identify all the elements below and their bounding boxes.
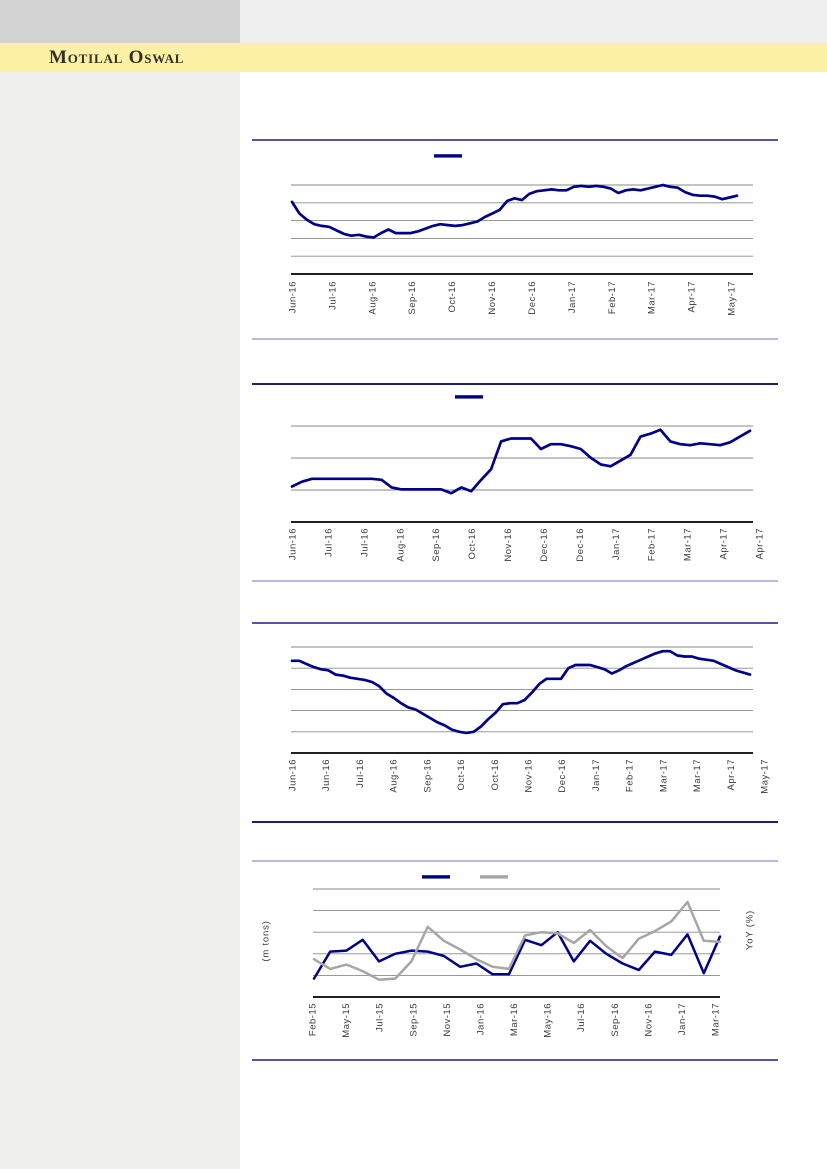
x-tick-label: Jul-16 [327, 281, 338, 310]
x-tick-label: Feb-17 [607, 281, 618, 314]
x-tick-label: May-15 [341, 1003, 352, 1038]
x-tick-label: Jan-17 [567, 281, 578, 313]
x-tick-label: Apr-17 [726, 759, 737, 791]
x-tick-label: Jul-15 [375, 1003, 386, 1032]
x-tick-label: Sep-16 [407, 281, 418, 315]
x-tick-label: Oct-16 [467, 528, 478, 560]
chart-2: Jun-16 Jul-16 Jul-16 Aug-16 Sep-16 Oct-16 Nov-… [288, 395, 766, 562]
x-tick-label: Nov-16 [643, 1003, 654, 1037]
chart-4: Feb-15 May-15 Jul-15 Sep-15 Nov-15 Jan-16 Mar-… [261, 875, 756, 1038]
x-tick-label: Jun-16 [288, 759, 299, 791]
x-tick-label: Dec-16 [527, 281, 538, 315]
x-tick-label: Mar-17 [711, 1003, 722, 1036]
x-tick-label: Jul-16 [355, 759, 366, 788]
legend-line-mark [455, 395, 483, 399]
x-tick-label: Jul-16 [359, 528, 370, 557]
x-tick-label: Dec-16 [575, 528, 586, 562]
series-line-series-2 [312, 900, 722, 981]
x-tick-label: Mar-17 [647, 281, 658, 314]
x-tick-label: May-17 [760, 759, 771, 794]
top-header-strip [240, 0, 827, 43]
y-axis-title-left: (m tons) [261, 920, 272, 961]
x-tick-label: Jun-16 [288, 281, 299, 313]
x-tick-label: Jan-16 [475, 1003, 486, 1035]
x-tick-label: Apr-17 [687, 281, 698, 313]
series-line-series-1 [290, 649, 752, 735]
brand-wordmark: Motilal Oswal [49, 47, 185, 68]
legend-line-mark [434, 154, 462, 158]
x-tick-label: Dec-16 [539, 528, 550, 562]
x-tick-label: Feb-17 [625, 759, 636, 792]
x-tick-label: Sep-15 [408, 1003, 419, 1037]
x-tick-label: Sep-16 [422, 759, 433, 793]
x-tick-label: Sep-16 [431, 528, 442, 562]
x-tick-label: Jan-17 [611, 528, 622, 560]
x-tick-label: Mar-16 [509, 1003, 520, 1036]
x-tick-label: Nov-16 [487, 281, 498, 315]
x-tick-label: Dec-16 [557, 759, 568, 793]
x-tick-label: Mar-17 [683, 528, 694, 561]
x-tick-label: Apr-17 [719, 528, 730, 560]
x-tick-label: Feb-15 [308, 1003, 319, 1036]
x-tick-label: Jun-16 [321, 759, 332, 791]
x-tick-label: Aug-16 [395, 528, 406, 562]
series-line-series-1 [290, 183, 739, 239]
x-tick-label: Apr-17 [755, 528, 766, 560]
x-tick-label: Oct-16 [490, 759, 501, 791]
legend-line-mark [422, 875, 450, 879]
x-tick-label: Aug-16 [367, 281, 378, 315]
left-sidebar [0, 0, 240, 1169]
x-tick-label: Sep-16 [610, 1003, 621, 1037]
x-tick-label: Nov-16 [524, 759, 535, 793]
legend-line-mark [480, 875, 508, 879]
x-tick-label: Oct-16 [447, 281, 458, 313]
x-tick-label: Aug-16 [389, 759, 400, 793]
brand-band: Motilal Oswal [0, 43, 827, 72]
x-tick-label: Nov-16 [503, 528, 514, 562]
chart-3: Jun-16 Jun-16 Jul-16 Aug-16 Sep-16 Oct-16 Oct-… [288, 646, 771, 794]
x-tick-label: Feb-17 [647, 528, 658, 561]
x-tick-label: May-16 [543, 1003, 554, 1038]
x-tick-label: Jul-16 [323, 528, 334, 557]
x-tick-label: Jul-16 [576, 1003, 587, 1032]
x-tick-label: Nov-15 [442, 1003, 453, 1037]
x-tick-label: Oct-16 [456, 759, 467, 791]
x-tick-label: Mar-17 [658, 759, 669, 792]
x-tick-label: May-17 [727, 281, 738, 316]
series-line-series-1 [312, 930, 722, 980]
y-axis-title-right: YoY (%) [745, 910, 756, 950]
chart-1: Jun-16 Jul-16 Aug-16 Sep-16 Oct-16 Nov-16 Dec-… [288, 154, 753, 316]
x-tick-label: Jun-16 [288, 528, 299, 560]
logo-placeholder-box [0, 0, 240, 43]
x-tick-label: Jan-17 [677, 1003, 688, 1035]
series-line-series-1 [290, 428, 752, 495]
x-tick-label: Jan-17 [591, 759, 602, 791]
x-tick-label: Mar-17 [692, 759, 703, 792]
